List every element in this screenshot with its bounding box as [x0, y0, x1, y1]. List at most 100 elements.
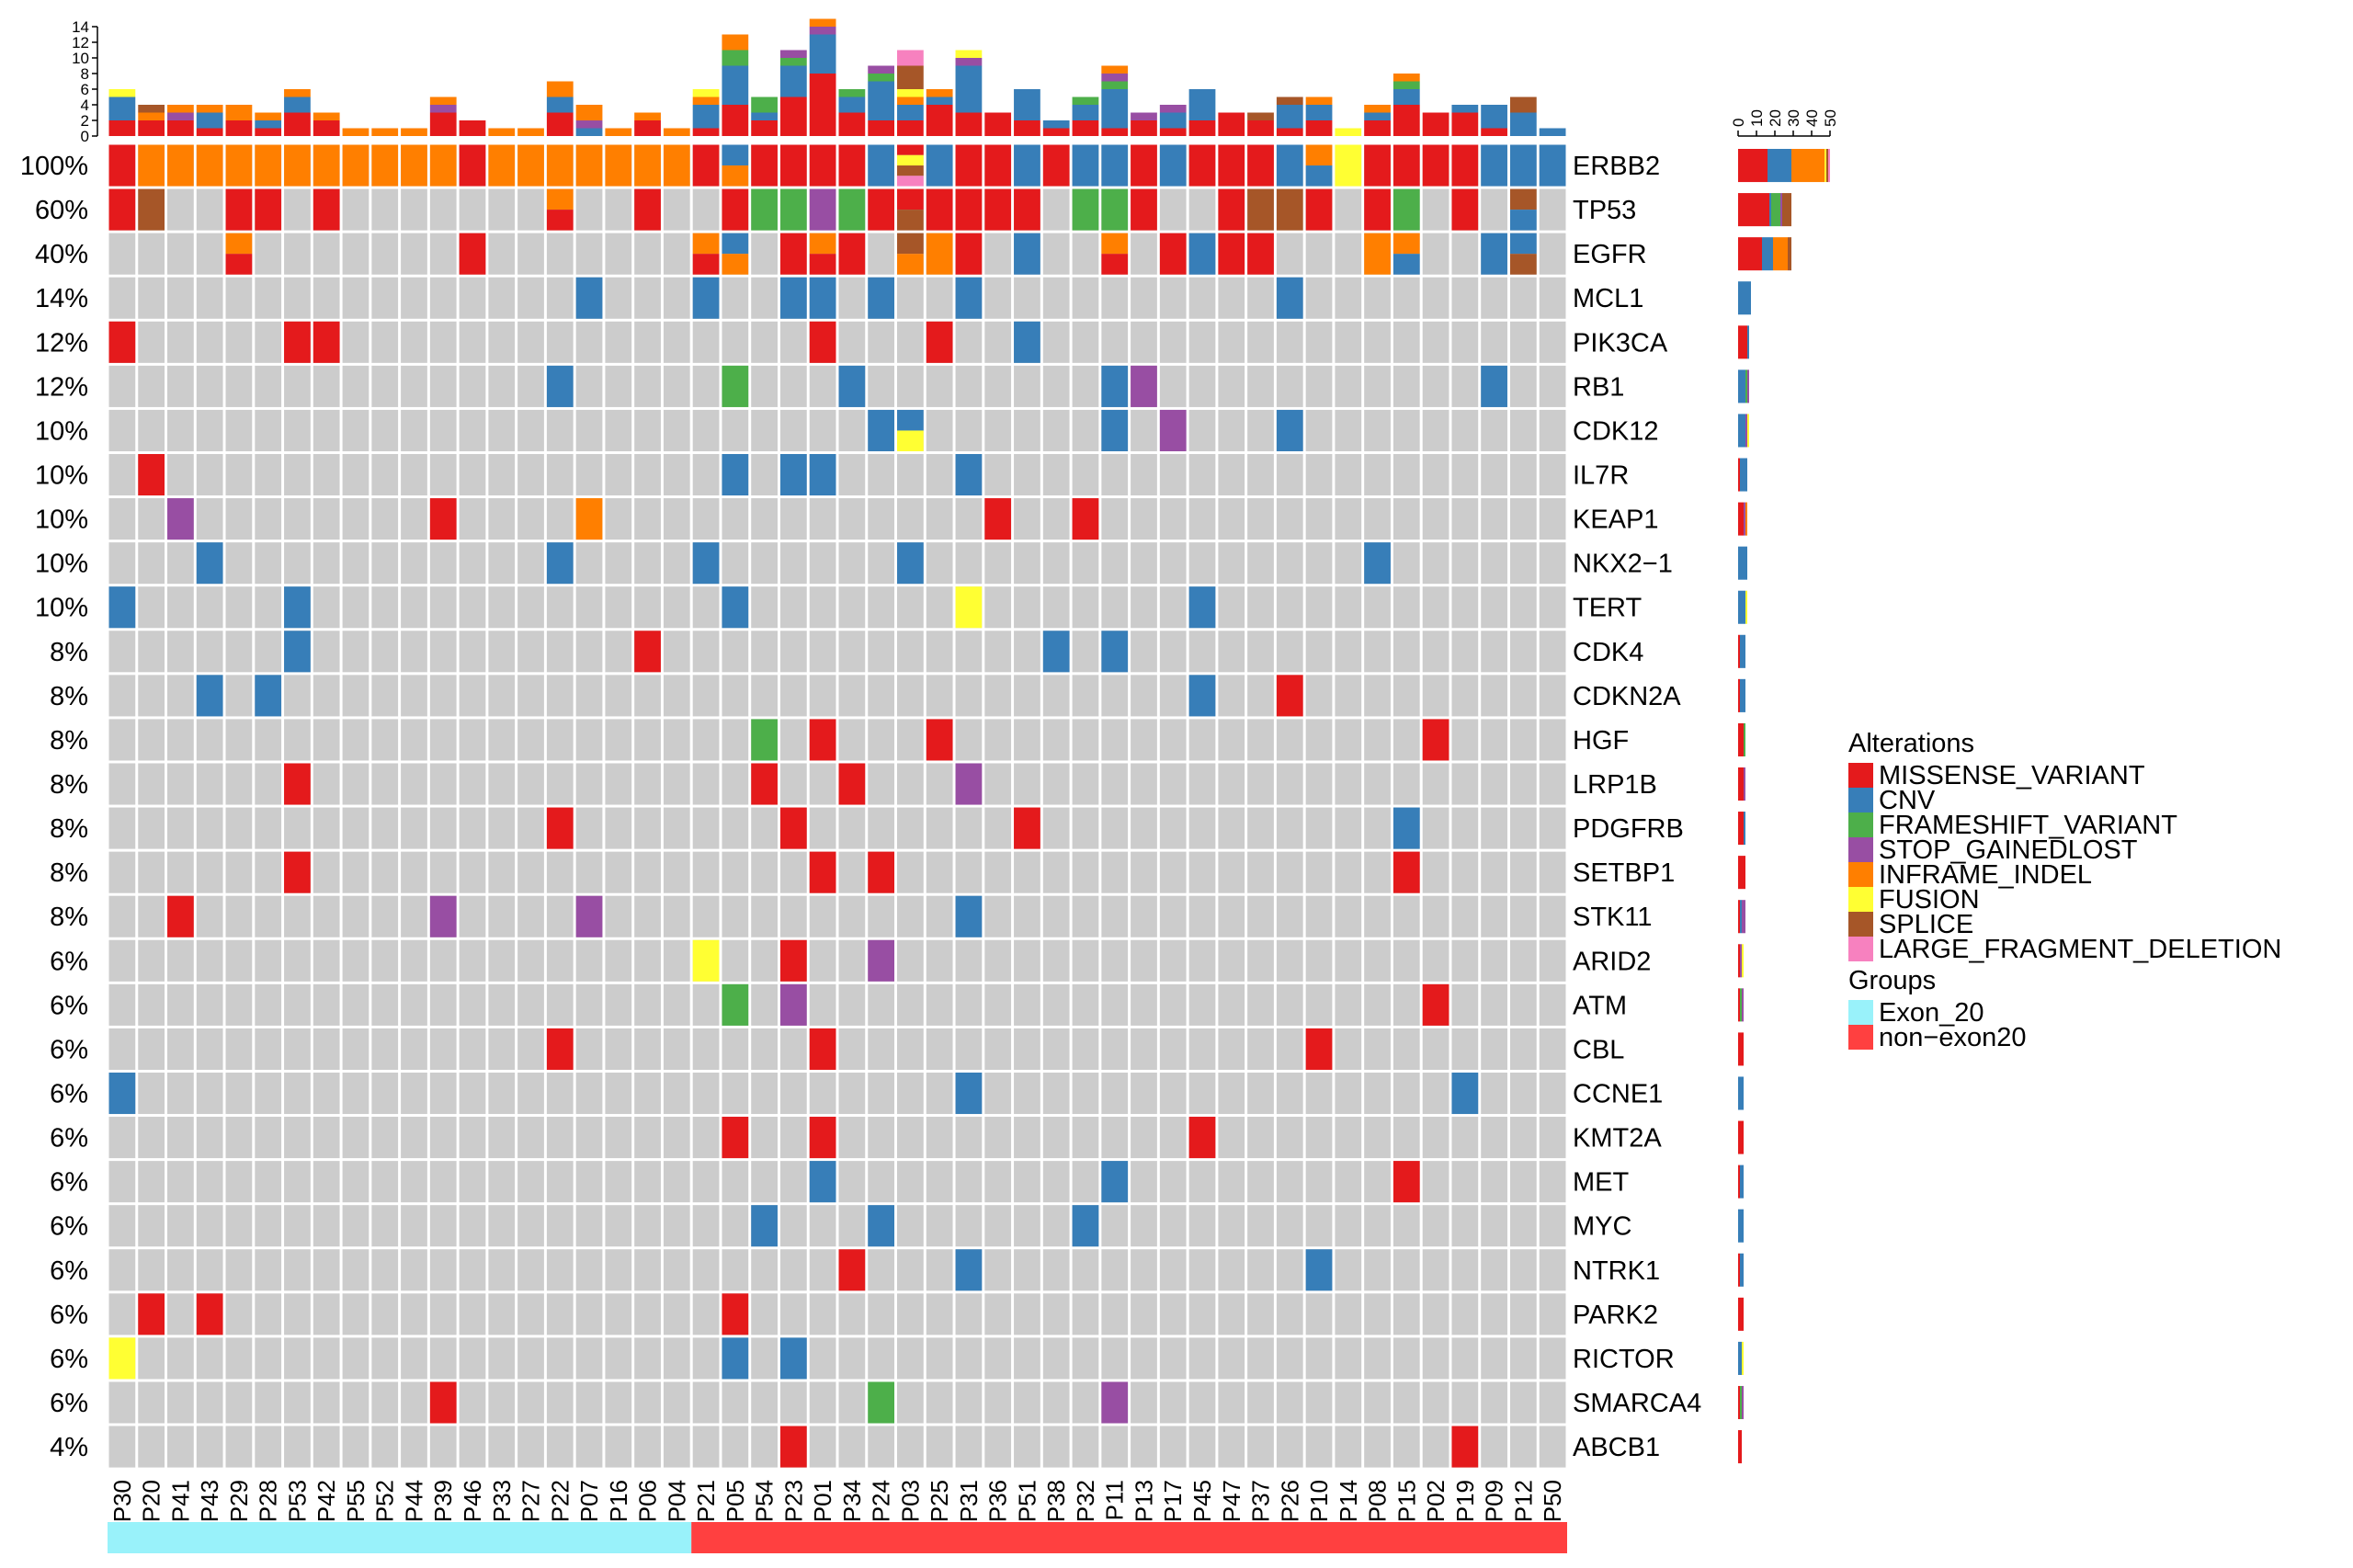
grid-cell-bg [1247, 453, 1274, 496]
grid-cell-bg [138, 1381, 165, 1424]
alteration-cell [897, 254, 924, 275]
grid-cell-bg [722, 409, 749, 451]
grid-cell-bg [488, 277, 516, 319]
grid-cell-bg [196, 1072, 223, 1115]
grid-cell-bg [108, 365, 136, 407]
grid-cell-bg [634, 586, 661, 629]
grid-cell-bg [401, 1426, 427, 1468]
alteration-cell [1481, 144, 1507, 187]
grid-cell-bg [459, 365, 486, 407]
gene-label: ATM [1573, 991, 1627, 1020]
top-bar-segment [167, 120, 194, 136]
alteration-cell [868, 1381, 895, 1424]
grid-cell-bg [1392, 631, 1420, 673]
grid-cell-bg [225, 675, 253, 717]
grid-cell-bg [1451, 631, 1479, 673]
grid-cell-bg [1131, 542, 1157, 585]
grid-cell-bg [1509, 851, 1537, 893]
grid-cell-bg [138, 1205, 165, 1247]
grid-cell-bg [809, 675, 836, 717]
right-bar-segment [1738, 590, 1745, 624]
grid-cell-bg [167, 1426, 194, 1468]
grid-cell-bg [284, 895, 311, 937]
alteration-cell [138, 1293, 165, 1335]
alteration-cell [1451, 1072, 1479, 1115]
grid-cell-bg [1481, 763, 1507, 805]
top-bar-segment [1364, 105, 1391, 113]
sample-label: P37 [1247, 1480, 1275, 1522]
sample-label: P10 [1305, 1480, 1333, 1522]
grid-cell-bg [1131, 409, 1157, 451]
gene-label: CCNE1 [1573, 1080, 1663, 1109]
top-bar-segment [225, 120, 253, 136]
grid-cell-bg [751, 1293, 778, 1335]
grid-cell-bg [1188, 1161, 1216, 1203]
grid-cell-bg [926, 631, 953, 673]
right-bar-segment [1740, 678, 1745, 712]
grid-cell-bg [342, 233, 369, 275]
grid-cell-bg [459, 542, 486, 585]
alteration-cell [838, 365, 866, 407]
grid-cell-bg [167, 365, 194, 407]
grid-cell-bg [575, 1072, 603, 1115]
right-bar-tick-label: 10 [1748, 109, 1766, 127]
grid-cell-bg [1422, 631, 1449, 673]
grid-cell-bg [868, 586, 895, 629]
grid-cell-bg [196, 365, 223, 407]
grid-cell-bg [225, 277, 253, 319]
grid-cell-bg [1131, 807, 1157, 849]
grid-cell-bg [663, 542, 690, 585]
grid-cell-bg [1481, 277, 1507, 319]
sample-label: P22 [546, 1480, 574, 1522]
grid-cell-bg [517, 983, 544, 1026]
grid-cell-bg [1042, 939, 1070, 982]
grid-cell-bg [167, 1072, 194, 1115]
percent-label: 6% [50, 1212, 88, 1242]
grid-cell-bg [255, 409, 282, 451]
alteration-cell [1218, 144, 1245, 187]
grid-cell-bg [371, 895, 399, 937]
grid-cell-bg [313, 1293, 340, 1335]
grid-cell-bg [284, 675, 311, 717]
grid-cell-bg [1276, 1161, 1303, 1203]
grid-cell-bg [1072, 409, 1099, 451]
grid-cell-bg [108, 763, 136, 805]
grid-cell-bg [1276, 939, 1303, 982]
grid-cell-bg [751, 807, 778, 849]
grid-cell-bg [926, 1293, 953, 1335]
grid-cell-bg [955, 851, 983, 893]
grid-cell-bg [897, 453, 924, 496]
grid-cell-bg [663, 1117, 690, 1159]
grid-cell-bg [605, 188, 632, 231]
grid-cell-bg [897, 498, 924, 540]
grid-cell-bg [868, 807, 895, 849]
grid-cell-bg [546, 763, 574, 805]
grid-cell-bg [488, 365, 516, 407]
alteration-cell [1101, 188, 1129, 231]
grid-cell-bg [897, 719, 924, 761]
percent-label: 6% [50, 1124, 88, 1153]
grid-cell-bg [1159, 939, 1187, 982]
grid-cell-bg [926, 807, 953, 849]
top-bar-tick-label: 4 [81, 97, 89, 114]
grid-cell-bg [1451, 763, 1479, 805]
alteration-cell [488, 144, 516, 187]
grid-cell-bg [984, 983, 1012, 1026]
grid-cell-bg [1392, 675, 1420, 717]
grid-cell-bg [1305, 586, 1333, 629]
grid-cell-bg [1539, 277, 1566, 319]
legend-label: STOP_GAINEDLOST [1879, 835, 2138, 865]
grid-cell-bg [1159, 453, 1187, 496]
grid-cell-bg [838, 1205, 866, 1247]
grid-cell-bg [429, 851, 457, 893]
grid-cell-bg [926, 895, 953, 937]
grid-cell-bg [488, 498, 516, 540]
grid-cell-bg [546, 675, 574, 717]
alteration-cell [1392, 254, 1420, 275]
grid-cell-bg [605, 453, 632, 496]
grid-cell-bg [926, 586, 953, 629]
grid-cell-bg [459, 807, 486, 849]
grid-cell-bg [1509, 1117, 1537, 1159]
grid-cell-bg [1451, 1161, 1479, 1203]
grid-cell-bg [1131, 1028, 1157, 1070]
